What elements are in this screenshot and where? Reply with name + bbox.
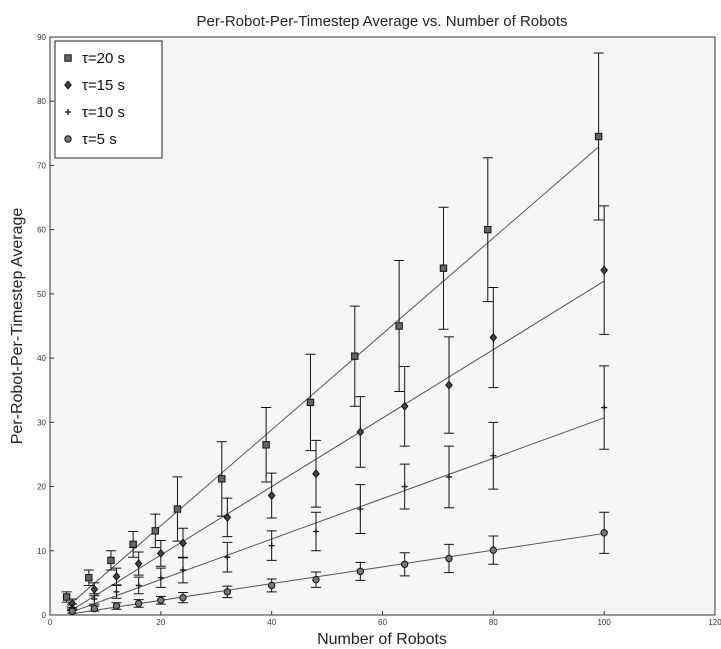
data-point (91, 595, 98, 602)
y-tick-label: 30 (37, 418, 46, 427)
data-point (312, 575, 320, 584)
x-axis-label: Number of Robots (317, 631, 447, 648)
data-point (445, 380, 453, 390)
y-tick-label: 0 (42, 611, 47, 620)
legend-label: τ=10 s (82, 104, 125, 121)
y-tick-label: 60 (37, 226, 46, 235)
data-point (223, 512, 232, 522)
data-point (68, 607, 76, 615)
y-tick-label: 50 (37, 290, 46, 299)
data-point (90, 584, 99, 594)
data-point (157, 596, 165, 604)
legend-label: τ=5 s (82, 131, 117, 148)
data-point (129, 540, 137, 549)
data-point (173, 505, 182, 513)
y-axis: 0 10 20 30 40 50 60 70 80 90 (37, 33, 54, 620)
data-point (134, 559, 143, 569)
data-point (601, 404, 608, 411)
data-markers (62, 132, 609, 615)
data-point (439, 264, 448, 272)
y-tick-label: 70 (37, 161, 46, 170)
data-point (489, 332, 498, 343)
data-point (356, 567, 365, 576)
data-point (112, 571, 121, 582)
data-point (445, 554, 453, 563)
data-point (484, 225, 492, 234)
data-point (112, 602, 121, 610)
legend-marker (64, 54, 72, 62)
x-tick-label: 20 (156, 618, 165, 627)
y-axis-label: Per-Robot-Per-Timestep Average (9, 208, 26, 445)
data-point (400, 560, 409, 568)
y-tick-label: 40 (37, 354, 46, 363)
legend-marker (65, 109, 71, 115)
legend-marker (64, 135, 72, 143)
y-tick-label: 90 (37, 33, 46, 42)
data-point (90, 604, 99, 613)
data-point (351, 352, 359, 360)
data-point (218, 475, 226, 483)
y-tick-label: 80 (37, 97, 46, 106)
legend-marker (64, 80, 72, 90)
data-point (85, 574, 93, 582)
data-point (107, 556, 115, 565)
data-point (62, 593, 71, 601)
x-tick-label: 100 (597, 618, 611, 627)
data-point (446, 473, 452, 480)
legend-label: τ=15 s (82, 77, 125, 94)
data-point (356, 427, 365, 437)
data-point (313, 528, 319, 535)
data-point (600, 265, 609, 275)
data-point (180, 567, 186, 574)
data-point (156, 548, 165, 558)
data-point (179, 538, 187, 548)
legend-label: τ=20 s (82, 50, 125, 67)
data-point (267, 581, 276, 590)
x-tick-label: 40 (267, 618, 276, 627)
data-point (135, 582, 142, 589)
data-point (489, 546, 498, 554)
data-point (268, 542, 275, 549)
y-tick-label: 10 (37, 547, 46, 556)
data-point (267, 490, 276, 501)
legend: τ=20 s τ=15 s τ=10 s τ=5 s (54, 40, 163, 159)
data-point (306, 398, 315, 407)
data-point (490, 452, 497, 459)
data-point (179, 593, 187, 602)
data-point (223, 588, 232, 596)
data-point (262, 441, 270, 449)
data-point (594, 132, 603, 141)
x-axis: 0 20 40 60 80 100 120 (48, 611, 721, 627)
data-point (157, 574, 164, 581)
data-point (600, 529, 608, 537)
data-point (134, 599, 143, 608)
x-tick-label: 120 (708, 618, 721, 627)
data-point (151, 527, 159, 535)
data-point (357, 506, 364, 513)
chart-title: Per-Robot-Per-Timestep Average vs. Numbe… (197, 13, 568, 30)
data-point (400, 401, 409, 411)
data-point (395, 322, 403, 330)
legend-box (54, 40, 163, 159)
x-tick-label: 60 (378, 618, 387, 627)
data-point (401, 483, 408, 490)
data-point (224, 554, 231, 561)
data-point (113, 588, 120, 595)
y-tick-label: 20 (37, 483, 46, 492)
x-tick-label: 80 (489, 618, 498, 627)
data-point (312, 469, 320, 479)
x-tick-label: 0 (48, 618, 53, 627)
